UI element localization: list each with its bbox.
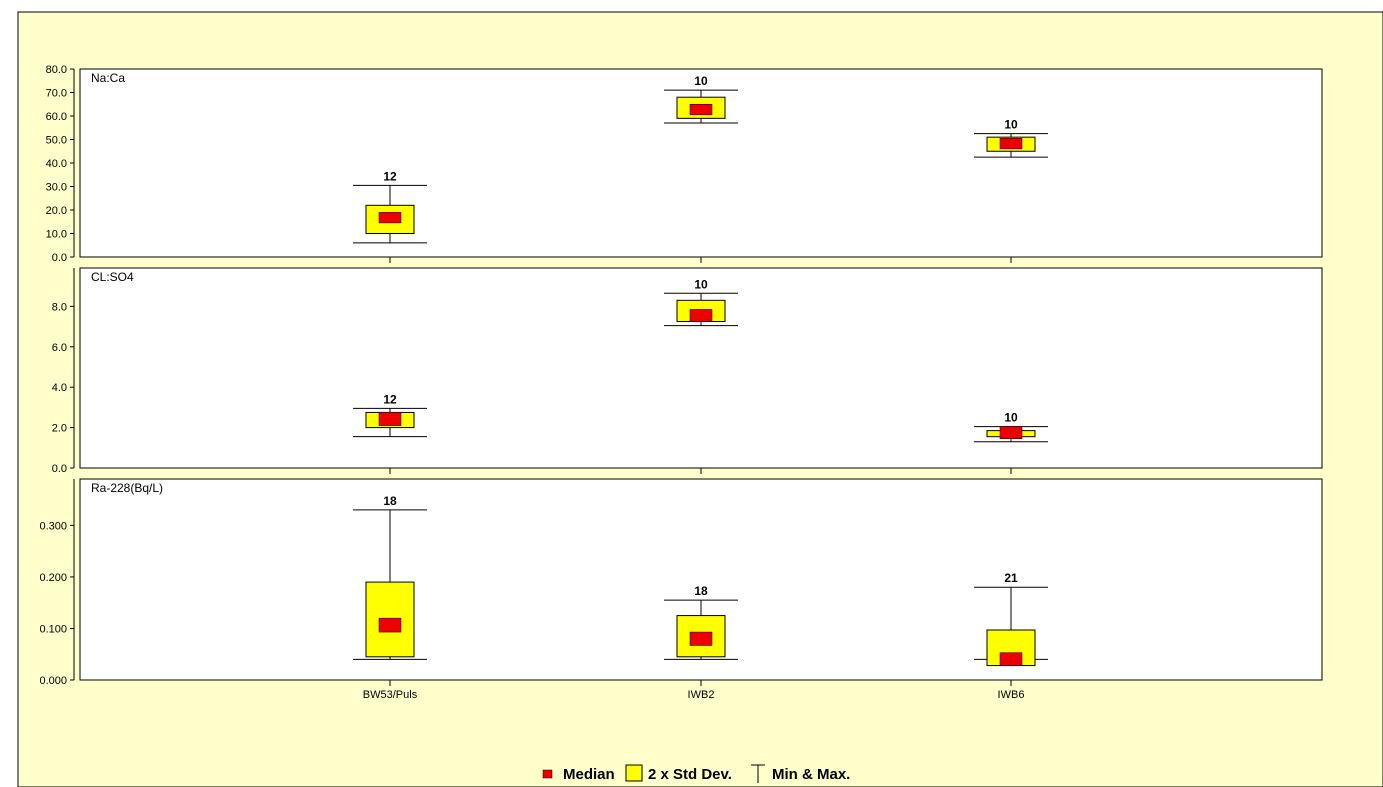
box-group: 10 <box>664 74 738 124</box>
y-tick-label: 20.0 <box>46 205 67 217</box>
panel-2: 0.000 0.100 0.200 0.300 Ra-228(Bq/L) 18 18 21 <box>39 478 1323 687</box>
y-tick-label: 0.100 <box>39 623 67 635</box>
box-group: 10 <box>974 411 1048 443</box>
category-labels: BW53/Puls IWB2 IWB6 <box>363 689 1025 701</box>
count-label: 12 <box>383 392 397 406</box>
median-box <box>689 309 713 322</box>
y-tick-label: 6.0 <box>52 342 67 354</box>
count-label: 10 <box>1004 118 1018 132</box>
count-label: 18 <box>694 584 708 598</box>
y-tick-label: 30.0 <box>46 182 67 194</box>
legend-std-label: 2 x Std Dev. <box>648 766 732 783</box>
box-group: 12 <box>353 392 427 438</box>
y-tick-label: 0.200 <box>39 572 67 584</box>
panel-1: 0.0 2.0 4.0 6.0 8.0 CL:SO4 12 10 10 <box>52 267 1323 475</box>
legend-minmax-label: Min & Max. <box>772 766 850 783</box>
legend-median-label: Median <box>563 766 615 783</box>
y-tick-label: 10.0 <box>46 229 67 241</box>
median-box <box>999 138 1023 150</box>
median-box <box>378 412 402 426</box>
median-box <box>378 617 402 633</box>
box-group: 18 <box>353 494 427 660</box>
y-tick-label: 2.0 <box>52 423 67 435</box>
y-tick-label: 50.0 <box>46 135 67 147</box>
median-box <box>689 104 713 116</box>
box-group: 18 <box>664 584 738 660</box>
y-tick-label: 0.0 <box>52 463 67 475</box>
y-tick-label: 8.0 <box>52 301 67 313</box>
box-group: 21 <box>974 571 1048 667</box>
median-box <box>378 212 402 224</box>
count-label: 10 <box>1004 411 1018 425</box>
count-label: 18 <box>383 494 397 508</box>
std-dev-box <box>365 581 415 658</box>
y-tick-label: 0.0 <box>52 252 67 264</box>
category-label: BW53/Puls <box>363 689 418 701</box>
panel-title: Na:Ca <box>91 71 125 85</box>
y-tick-label: 60.0 <box>46 111 67 123</box>
box-group: 12 <box>353 169 427 244</box>
category-label: IWB2 <box>688 689 715 701</box>
chart-panels: 0.0 10.0 20.0 30.0 40.0 50.0 60.0 70.0 80.0 Na:Ca… <box>39 64 1323 687</box>
y-tick-label: 0.000 <box>39 675 67 687</box>
median-box <box>999 652 1023 666</box>
category-label: IWB6 <box>998 689 1025 701</box>
legend-std-swatch <box>625 764 643 782</box>
count-label: 12 <box>383 169 397 183</box>
panel-0: 0.0 10.0 20.0 30.0 40.0 50.0 60.0 70.0 80.0 Na:Ca… <box>46 64 1323 264</box>
count-label: 10 <box>694 277 708 291</box>
panel-title: CL:SO4 <box>91 270 134 284</box>
box-group: 10 <box>664 277 738 327</box>
legend: Median 2 x Std Dev. Min & Max. <box>542 764 850 783</box>
count-label: 10 <box>694 74 708 88</box>
y-tick-label: 0.300 <box>39 520 67 532</box>
count-label: 21 <box>1004 571 1018 585</box>
median-box <box>689 631 713 646</box>
legend-median-swatch <box>542 769 553 779</box>
y-tick-label: 4.0 <box>52 382 67 394</box>
panel-title: Ra-228(Bq/L) <box>91 481 163 495</box>
y-tick-label: 40.0 <box>46 158 67 170</box>
box-group: 10 <box>974 118 1048 158</box>
median-box <box>999 426 1023 439</box>
y-tick-label: 70.0 <box>46 88 67 100</box>
y-tick-label: 80.0 <box>46 64 67 76</box>
